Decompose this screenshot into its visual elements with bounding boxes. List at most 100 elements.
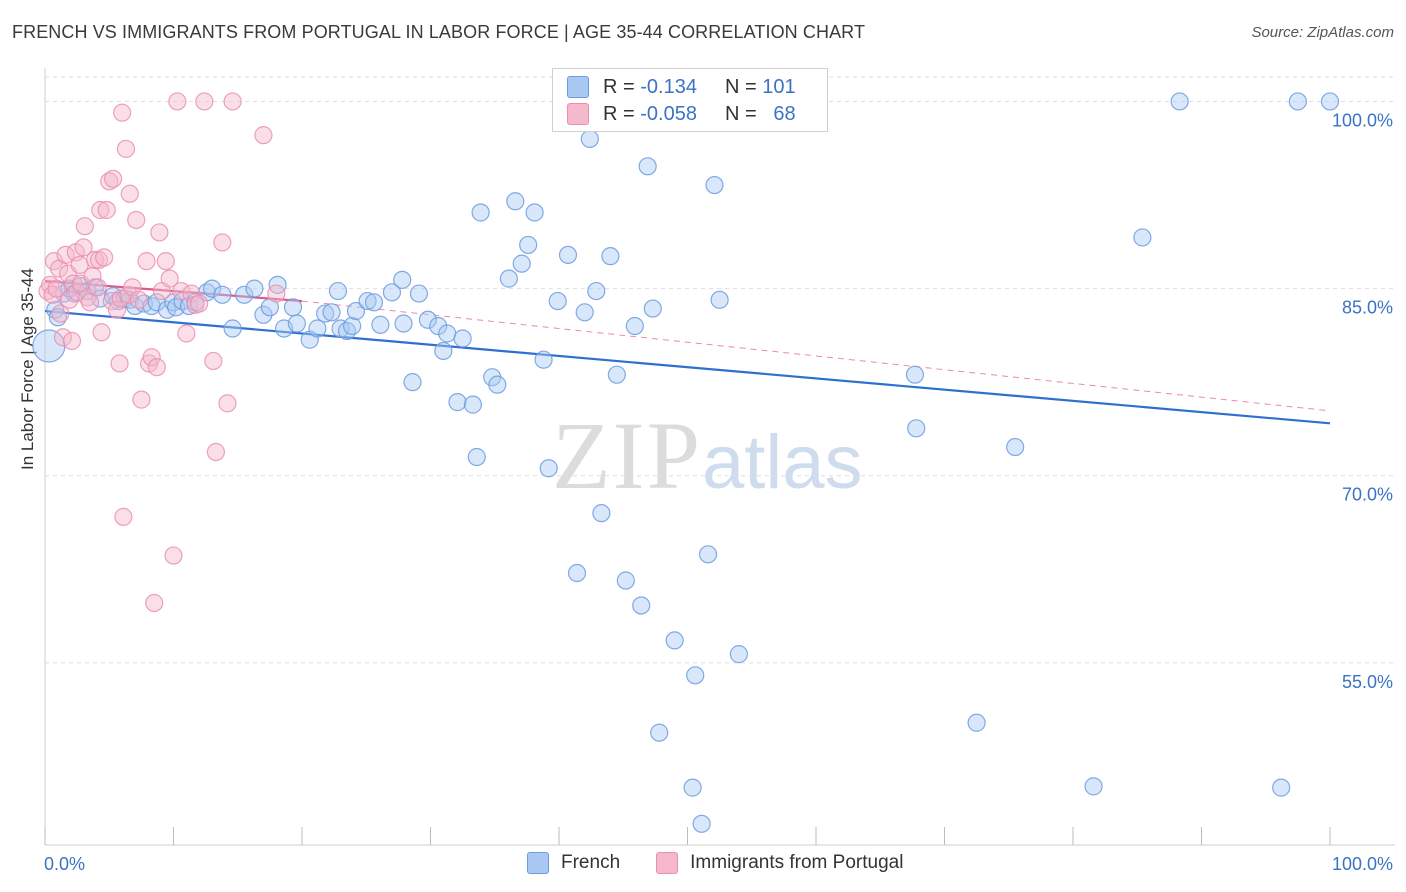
series-swatch-portugal xyxy=(656,852,679,874)
portugal-point xyxy=(254,126,273,145)
portugal-point xyxy=(104,169,123,188)
french-point xyxy=(575,303,594,322)
portugal-point xyxy=(80,293,100,312)
portugal-point xyxy=(132,390,151,409)
french-point xyxy=(1006,437,1025,457)
series-legend: French Immigrants from Portugal xyxy=(527,852,903,874)
legend-row-portugal: R = -0.058 N = 68 xyxy=(567,102,796,126)
french-point xyxy=(1133,228,1152,247)
portugal-point xyxy=(68,283,87,302)
x-tick-label: 0.0% xyxy=(44,854,85,874)
legend-n-value: 101 xyxy=(762,75,796,98)
portugal-point xyxy=(182,284,201,303)
french-point xyxy=(337,321,357,341)
french-point xyxy=(539,459,558,478)
french-point xyxy=(632,596,651,615)
french-point xyxy=(1320,92,1340,111)
portugal-point xyxy=(218,394,237,413)
portugal-point xyxy=(74,238,93,257)
portugal-point xyxy=(116,139,136,158)
legend-r-label: R = xyxy=(603,102,635,125)
french-point xyxy=(463,395,483,414)
portugal-point xyxy=(107,300,127,319)
y-tick-label: 100.0% xyxy=(1332,110,1393,130)
legend-row-french: R = -0.134 N = 101 xyxy=(567,75,796,99)
portugal-point xyxy=(53,328,73,347)
portugal-point xyxy=(129,290,148,309)
watermark-zip: ZIP xyxy=(552,402,702,509)
french-point xyxy=(254,305,273,324)
french-point xyxy=(434,341,453,361)
french-point xyxy=(287,314,306,333)
french-point xyxy=(548,291,567,311)
french-point xyxy=(607,365,626,384)
legend-n-value: 68 xyxy=(773,102,796,125)
tick-labels: 55.0% 70.0% 85.0% 100.0% 0.0% 100.0% xyxy=(44,110,1393,874)
french-point xyxy=(213,285,232,304)
legend-r-label: R = xyxy=(603,75,635,98)
y-tick-label: 85.0% xyxy=(1342,298,1393,318)
french-point xyxy=(580,129,599,148)
french-point xyxy=(223,319,242,338)
y-tick-label: 55.0% xyxy=(1342,672,1393,692)
portugal-point xyxy=(267,284,286,303)
french-point xyxy=(346,301,366,321)
portugal-point xyxy=(114,507,133,526)
portugal-trend-line xyxy=(44,280,303,303)
french-point xyxy=(665,631,684,650)
portugal-point xyxy=(91,200,110,220)
french-point xyxy=(488,375,507,394)
portugal-point xyxy=(195,92,214,111)
portugal-point xyxy=(62,331,82,351)
legend-swatch-portugal xyxy=(567,103,589,125)
portugal-point xyxy=(223,92,242,111)
french-point xyxy=(567,563,587,583)
french-point xyxy=(202,279,222,298)
french-point xyxy=(601,247,620,266)
french-point xyxy=(308,319,327,338)
french-point xyxy=(448,393,467,412)
portugal-point xyxy=(110,354,129,373)
french-point xyxy=(729,645,749,664)
french-point xyxy=(364,293,384,312)
french-point xyxy=(692,814,711,833)
portugal-point xyxy=(160,269,179,288)
french-point xyxy=(592,504,611,523)
french-point xyxy=(710,290,729,309)
french-point xyxy=(403,373,422,392)
x-tick-label: 100.0% xyxy=(1332,854,1393,874)
legend-r-value: -0.058 xyxy=(640,102,697,125)
portugal-point xyxy=(137,252,156,271)
data-points xyxy=(32,92,1340,833)
french-point xyxy=(343,316,362,336)
french-point xyxy=(453,329,472,348)
correlation-legend: R = -0.134 N = 101 R = -0.058 N = 68 xyxy=(552,68,828,132)
french-point xyxy=(683,778,702,797)
french-point xyxy=(382,283,402,302)
legend-r-value: -0.134 xyxy=(640,75,697,98)
french-point xyxy=(316,304,335,323)
axes xyxy=(44,68,1395,846)
french-point xyxy=(558,245,578,265)
portugal-point xyxy=(64,274,83,293)
french-point xyxy=(705,175,724,195)
series-swatch-french xyxy=(527,852,549,874)
series-label-portugal: Immigrants from Portugal xyxy=(690,852,904,873)
portugal-point xyxy=(156,252,175,271)
french-point xyxy=(235,285,254,304)
portugal-point xyxy=(142,348,161,367)
french-point xyxy=(371,315,390,334)
portugal-point xyxy=(95,248,114,267)
chart-title: FRENCH VS IMMIGRANTS FROM PORTUGAL IN LA… xyxy=(12,22,866,42)
french-point xyxy=(438,324,457,343)
portugal-point xyxy=(92,323,111,342)
portugal-point xyxy=(112,103,132,122)
portugal-point xyxy=(47,279,66,298)
portugal-point xyxy=(177,324,196,343)
french-point xyxy=(686,666,705,685)
portugal-trend-extension xyxy=(301,300,1331,412)
french-point xyxy=(467,447,486,467)
french-point xyxy=(534,350,553,369)
french-point xyxy=(328,281,348,301)
french-point xyxy=(519,235,538,255)
